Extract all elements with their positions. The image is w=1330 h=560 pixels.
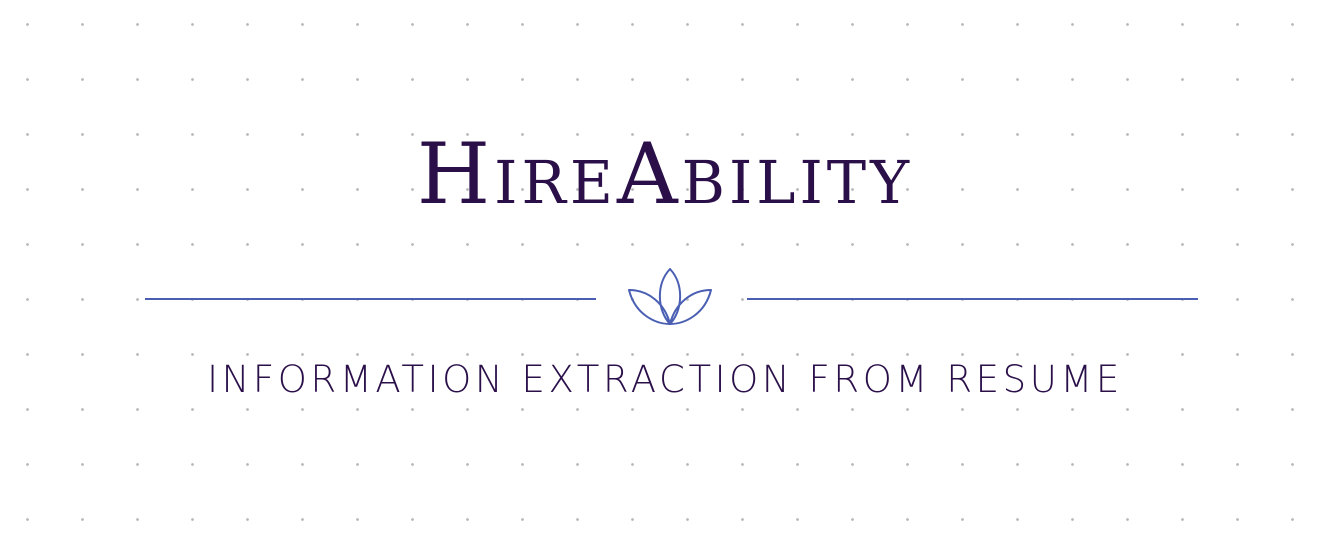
tagline: INFORMATION EXTRACTION FROM RESUME [207,358,1123,401]
brand-title: HireAbility [416,125,914,223]
divider-line-right [747,298,1198,300]
divider-line-left [145,298,596,300]
lotus-icon [628,268,712,325]
